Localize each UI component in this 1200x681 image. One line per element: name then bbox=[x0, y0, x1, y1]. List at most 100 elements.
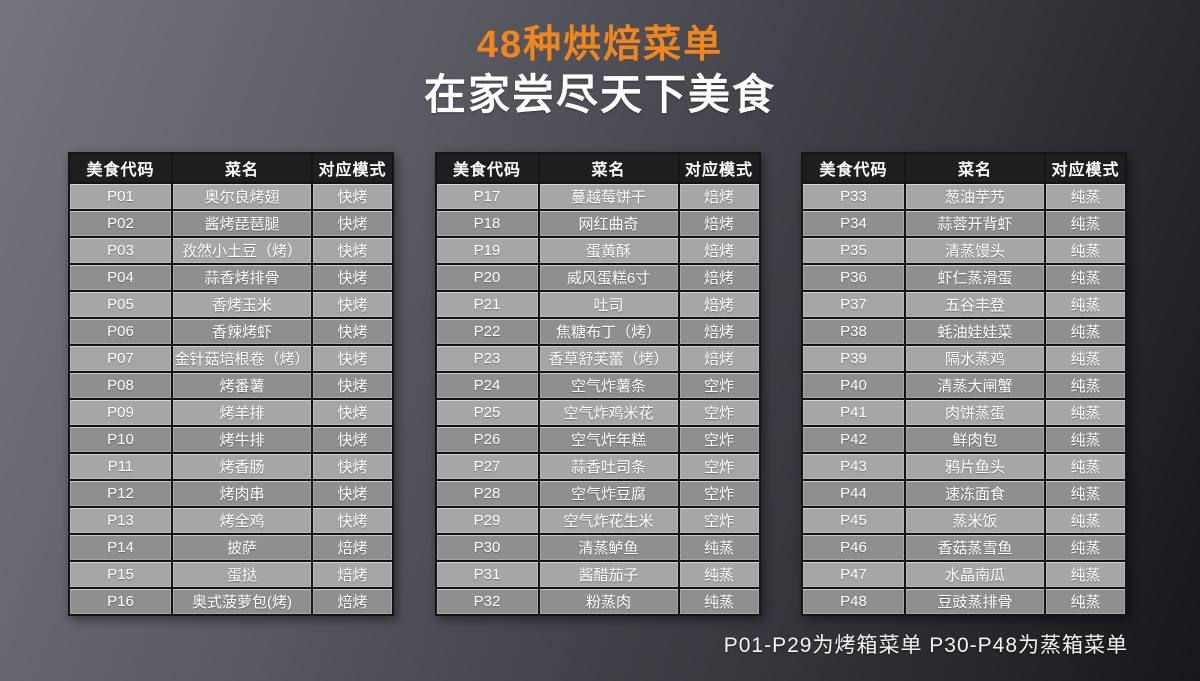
table-row: P03 孜然小土豆（烤） 快烤 bbox=[68, 236, 394, 265]
food-code-cell: P29 bbox=[434, 506, 540, 535]
dish-name-cell: 酱烤琵琶腿 bbox=[171, 209, 313, 238]
column-header: 菜名 bbox=[171, 152, 313, 184]
food-code-cell: P43 bbox=[801, 452, 906, 481]
menu-tables-container: 美食代码 菜名 对应模式 P01 奥尔良烤翅 快烤 P02 酱烤琵琶腿 快烤 P03 孜然小土豆（烤… bbox=[68, 152, 1127, 616]
food-code-cell: P14 bbox=[68, 533, 173, 562]
table-row: P15 蛋挞 焙烤 bbox=[68, 560, 394, 589]
mode-cell: 焙烤 bbox=[677, 236, 761, 265]
table-row: P25 空气炸鸡米花 空炸 bbox=[434, 398, 761, 427]
header-row: 美食代码 菜名 对应模式 bbox=[68, 152, 394, 184]
dish-name-cell: 空气炸年糕 bbox=[537, 425, 680, 454]
table-row: P46 香菇蒸雪鱼 纯蒸 bbox=[801, 533, 1127, 562]
mode-cell: 纯蒸 bbox=[1044, 560, 1127, 589]
menu-table-3: 美食代码 菜名 对应模式 P33 葱油芋艿 纯蒸 P34 蒜蓉开背虾 纯蒸 P35 清蒸馒头 纯蒸 P3… bbox=[801, 152, 1127, 616]
food-code-cell: P13 bbox=[68, 506, 173, 535]
food-code-cell: P21 bbox=[434, 290, 540, 319]
table-row: P32 粉蒸肉 纯蒸 bbox=[434, 587, 761, 616]
food-code-cell: P04 bbox=[68, 263, 173, 292]
mode-cell: 快烤 bbox=[311, 425, 394, 454]
mode-cell: 快烤 bbox=[311, 263, 394, 292]
table-row: P04 蒜香烤排骨 快烤 bbox=[68, 263, 394, 292]
food-code-cell: P41 bbox=[801, 398, 906, 427]
column-header: 对应模式 bbox=[1044, 152, 1127, 184]
food-code-cell: P34 bbox=[801, 209, 906, 238]
mode-cell: 纯蒸 bbox=[677, 533, 761, 562]
table-row: P14 披萨 焙烤 bbox=[68, 533, 394, 562]
mode-cell: 快烤 bbox=[311, 236, 394, 265]
food-code-cell: P10 bbox=[68, 425, 173, 454]
mode-cell: 焙烤 bbox=[311, 560, 394, 589]
mode-cell: 纯蒸 bbox=[1044, 182, 1127, 211]
table-row: P24 空气炸薯条 空炸 bbox=[434, 371, 761, 400]
food-code-cell: P28 bbox=[434, 479, 540, 508]
column-header: 美食代码 bbox=[434, 152, 540, 184]
mode-cell: 空炸 bbox=[677, 425, 761, 454]
table-row: P01 奥尔良烤翅 快烤 bbox=[68, 182, 394, 211]
dish-name-cell: 隔水蒸鸡 bbox=[904, 344, 1046, 373]
dish-name-cell: 香菇蒸雪鱼 bbox=[904, 533, 1046, 562]
food-code-cell: P44 bbox=[801, 479, 906, 508]
dish-name-cell: 鲜肉包 bbox=[904, 425, 1046, 454]
table-row: P22 焦糖布丁（烤） 焙烤 bbox=[434, 317, 761, 346]
mode-cell: 焙烤 bbox=[311, 533, 394, 562]
table-row: P40 清蒸大闸蟹 纯蒸 bbox=[801, 371, 1127, 400]
mode-cell: 快烤 bbox=[311, 290, 394, 319]
table-row: P10 烤牛排 快烤 bbox=[68, 425, 394, 454]
food-code-cell: P25 bbox=[434, 398, 540, 427]
table-row: P12 烤肉串 快烤 bbox=[68, 479, 394, 508]
food-code-cell: P38 bbox=[801, 317, 906, 346]
table-row: P05 香烤玉米 快烤 bbox=[68, 290, 394, 319]
dish-name-cell: 空气炸豆腐 bbox=[537, 479, 680, 508]
table-row: P38 蚝油娃娃菜 纯蒸 bbox=[801, 317, 1127, 346]
header-row: 美食代码 菜名 对应模式 bbox=[801, 152, 1127, 184]
dish-name-cell: 蒜蓉开背虾 bbox=[904, 209, 1046, 238]
mode-cell: 纯蒸 bbox=[1044, 290, 1127, 319]
food-code-cell: P19 bbox=[434, 236, 540, 265]
food-code-cell: P16 bbox=[68, 587, 173, 616]
dish-name-cell: 蛋黄酥 bbox=[537, 236, 680, 265]
food-code-cell: P42 bbox=[801, 425, 906, 454]
food-code-cell: P48 bbox=[801, 587, 906, 616]
dish-name-cell: 粉蒸肉 bbox=[537, 587, 680, 616]
dish-name-cell: 烤肉串 bbox=[171, 479, 313, 508]
mode-cell: 空炸 bbox=[677, 479, 761, 508]
table-row: P33 葱油芋艿 纯蒸 bbox=[801, 182, 1127, 211]
food-code-cell: P27 bbox=[434, 452, 540, 481]
mode-cell: 焙烤 bbox=[677, 182, 761, 211]
table-row: P06 香辣烤虾 快烤 bbox=[68, 317, 394, 346]
mode-cell: 纯蒸 bbox=[1044, 344, 1127, 373]
dish-name-cell: 焦糖布丁（烤） bbox=[537, 317, 680, 346]
dish-name-cell: 威风蛋糕6寸 bbox=[537, 263, 680, 292]
mode-cell: 焙烤 bbox=[677, 344, 761, 373]
mode-cell: 快烤 bbox=[311, 317, 394, 346]
dish-name-cell: 网红曲奇 bbox=[537, 209, 680, 238]
mode-cell: 快烤 bbox=[311, 479, 394, 508]
table-row: P44 速冻面食 纯蒸 bbox=[801, 479, 1127, 508]
food-code-cell: P23 bbox=[434, 344, 540, 373]
dish-name-cell: 清蒸大闸蟹 bbox=[904, 371, 1046, 400]
dish-name-cell: 披萨 bbox=[171, 533, 313, 562]
page-title: 48种烘焙菜单 bbox=[476, 24, 724, 66]
table-row: P11 烤香肠 快烤 bbox=[68, 452, 394, 481]
food-code-cell: P31 bbox=[434, 560, 540, 589]
mode-cell: 快烤 bbox=[311, 344, 394, 373]
food-code-cell: P07 bbox=[68, 344, 173, 373]
dish-name-cell: 肉饼蒸蛋 bbox=[904, 398, 1046, 427]
mode-cell: 焙烤 bbox=[677, 263, 761, 292]
dish-name-cell: 豆豉蒸排骨 bbox=[904, 587, 1046, 616]
dish-name-cell: 蒜香吐司条 bbox=[537, 452, 680, 481]
table-row: P30 清蒸鲈鱼 纯蒸 bbox=[434, 533, 761, 562]
dish-name-cell: 香辣烤虾 bbox=[171, 317, 313, 346]
food-code-cell: P18 bbox=[434, 209, 540, 238]
mode-cell: 纯蒸 bbox=[1044, 398, 1127, 427]
food-code-cell: P35 bbox=[801, 236, 906, 265]
table-row: P42 鲜肉包 纯蒸 bbox=[801, 425, 1127, 454]
mode-cell: 焙烤 bbox=[311, 587, 394, 616]
table-row: P36 虾仁蒸滑蛋 纯蒸 bbox=[801, 263, 1127, 292]
table-row: P41 肉饼蒸蛋 纯蒸 bbox=[801, 398, 1127, 427]
table-row: P39 隔水蒸鸡 纯蒸 bbox=[801, 344, 1127, 373]
table-row: P35 清蒸馒头 纯蒸 bbox=[801, 236, 1127, 265]
dish-name-cell: 蚝油娃娃菜 bbox=[904, 317, 1046, 346]
dish-name-cell: 香草舒芙蕾（烤） bbox=[537, 344, 680, 373]
table-row: P09 烤羊排 快烤 bbox=[68, 398, 394, 427]
